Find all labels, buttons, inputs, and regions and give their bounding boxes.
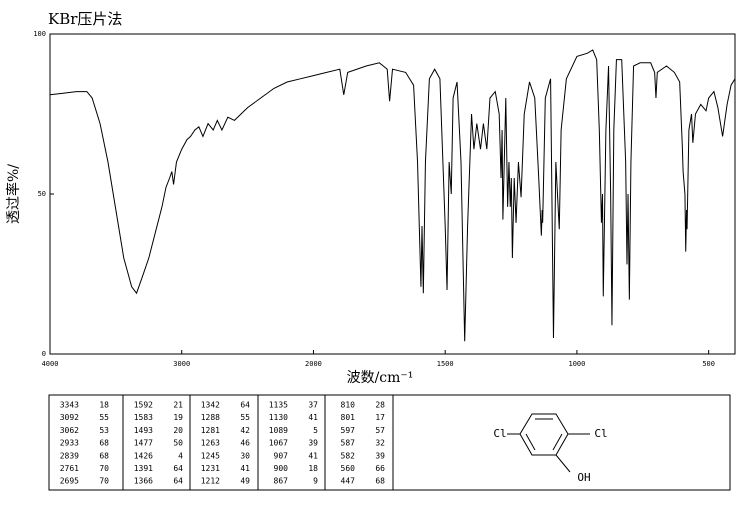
y-tick-label: 50 [38, 190, 46, 198]
peak-transmittance: 42 [240, 426, 250, 435]
peak-wavenumber: 1212 [201, 477, 220, 486]
peak-wavenumber: 1426 [134, 451, 153, 460]
peak-transmittance: 70 [99, 477, 109, 486]
peak-wavenumber: 1245 [201, 451, 220, 460]
peak-wavenumber: 597 [341, 426, 356, 435]
peak-transmittance: 57 [375, 426, 385, 435]
peak-wavenumber: 587 [341, 439, 356, 448]
atom-label: Cl [493, 427, 506, 440]
peak-wavenumber: 1263 [201, 439, 220, 448]
peak-wavenumber: 1592 [134, 401, 153, 410]
peak-wavenumber: 447 [341, 477, 356, 486]
peak-wavenumber: 801 [341, 413, 356, 422]
peak-transmittance: 41 [240, 464, 250, 473]
peak-wavenumber: 582 [341, 451, 356, 460]
peak-wavenumber: 1366 [134, 477, 153, 486]
peak-transmittance: 32 [375, 439, 385, 448]
peak-transmittance: 4 [178, 451, 183, 460]
peak-wavenumber: 907 [274, 451, 289, 460]
peak-transmittance: 55 [99, 413, 109, 422]
peak-transmittance: 55 [240, 413, 250, 422]
peak-wavenumber: 1231 [201, 464, 220, 473]
peak-transmittance: 64 [240, 401, 250, 410]
peak-transmittance: 18 [99, 401, 109, 410]
peak-wavenumber: 810 [341, 401, 356, 410]
peak-transmittance: 39 [375, 451, 385, 460]
peak-transmittance: 39 [308, 439, 318, 448]
peak-transmittance: 37 [308, 401, 318, 410]
peak-wavenumber: 3343 [60, 401, 79, 410]
plot-frame [49, 33, 736, 355]
peak-transmittance: 19 [173, 413, 183, 422]
peak-wavenumber: 2695 [60, 477, 79, 486]
peak-transmittance: 18 [308, 464, 318, 473]
peak-wavenumber: 1281 [201, 426, 220, 435]
peak-wavenumber: 3092 [60, 413, 79, 422]
peak-transmittance: 64 [173, 464, 183, 473]
x-axis-label: 波数/cm⁻¹ [347, 370, 414, 386]
peak-transmittance: 46 [240, 439, 250, 448]
atom-label: Cl [594, 427, 607, 440]
peak-transmittance: 5 [313, 426, 318, 435]
peak-wavenumber: 560 [341, 464, 356, 473]
peak-wavenumber: 867 [274, 477, 289, 486]
chart-title: KBr压片法 [48, 10, 122, 28]
peak-wavenumber: 3062 [60, 426, 79, 435]
peak-transmittance: 53 [99, 426, 109, 435]
peak-wavenumber: 1130 [269, 413, 288, 422]
peak-wavenumber: 2933 [60, 439, 79, 448]
peak-transmittance: 68 [99, 439, 109, 448]
x-tick-label: 1500 [437, 360, 454, 368]
spectrum-line [49, 49, 736, 342]
peak-transmittance: 41 [308, 451, 318, 460]
peak-wavenumber: 1288 [201, 413, 220, 422]
x-tick-label: 4000 [42, 360, 59, 368]
peak-transmittance: 68 [375, 477, 385, 486]
peak-transmittance: 66 [375, 464, 385, 473]
peak-transmittance: 30 [240, 451, 250, 460]
peak-wavenumber: 1583 [134, 413, 153, 422]
x-tick-label: 2000 [305, 360, 322, 368]
peak-transmittance: 64 [173, 477, 183, 486]
x-tick-label: 3000 [173, 360, 190, 368]
peak-transmittance: 68 [99, 451, 109, 460]
peak-wavenumber: 900 [274, 464, 289, 473]
x-tick-label: 1000 [568, 360, 585, 368]
peak-transmittance: 21 [173, 401, 183, 410]
table-frame [48, 394, 731, 491]
atom-label: OH [577, 471, 590, 484]
peak-wavenumber: 1391 [134, 464, 153, 473]
y-tick-label: 0 [42, 350, 46, 358]
peak-transmittance: 28 [375, 401, 385, 410]
y-axis-label: 透过率%/ [5, 164, 22, 224]
peak-wavenumber: 1089 [269, 426, 288, 435]
peak-transmittance: 41 [308, 413, 318, 422]
peak-wavenumber: 1135 [269, 401, 288, 410]
peak-wavenumber: 1493 [134, 426, 153, 435]
structure-bonds [507, 413, 590, 473]
table-dividers [122, 395, 394, 490]
peak-wavenumber: 1477 [134, 439, 153, 448]
peak-transmittance: 49 [240, 477, 250, 486]
peak-transmittance: 17 [375, 413, 385, 422]
peak-wavenumber: 1342 [201, 401, 220, 410]
peak-transmittance: 70 [99, 464, 109, 473]
peak-wavenumber: 2761 [60, 464, 79, 473]
peak-wavenumber: 2839 [60, 451, 79, 460]
x-tick-label: 500 [702, 360, 715, 368]
peak-wavenumber: 1067 [269, 439, 288, 448]
y-tick-label: 100 [33, 30, 46, 38]
peak-transmittance: 50 [173, 439, 183, 448]
peak-transmittance: 20 [173, 426, 183, 435]
peak-transmittance: 9 [313, 477, 318, 486]
